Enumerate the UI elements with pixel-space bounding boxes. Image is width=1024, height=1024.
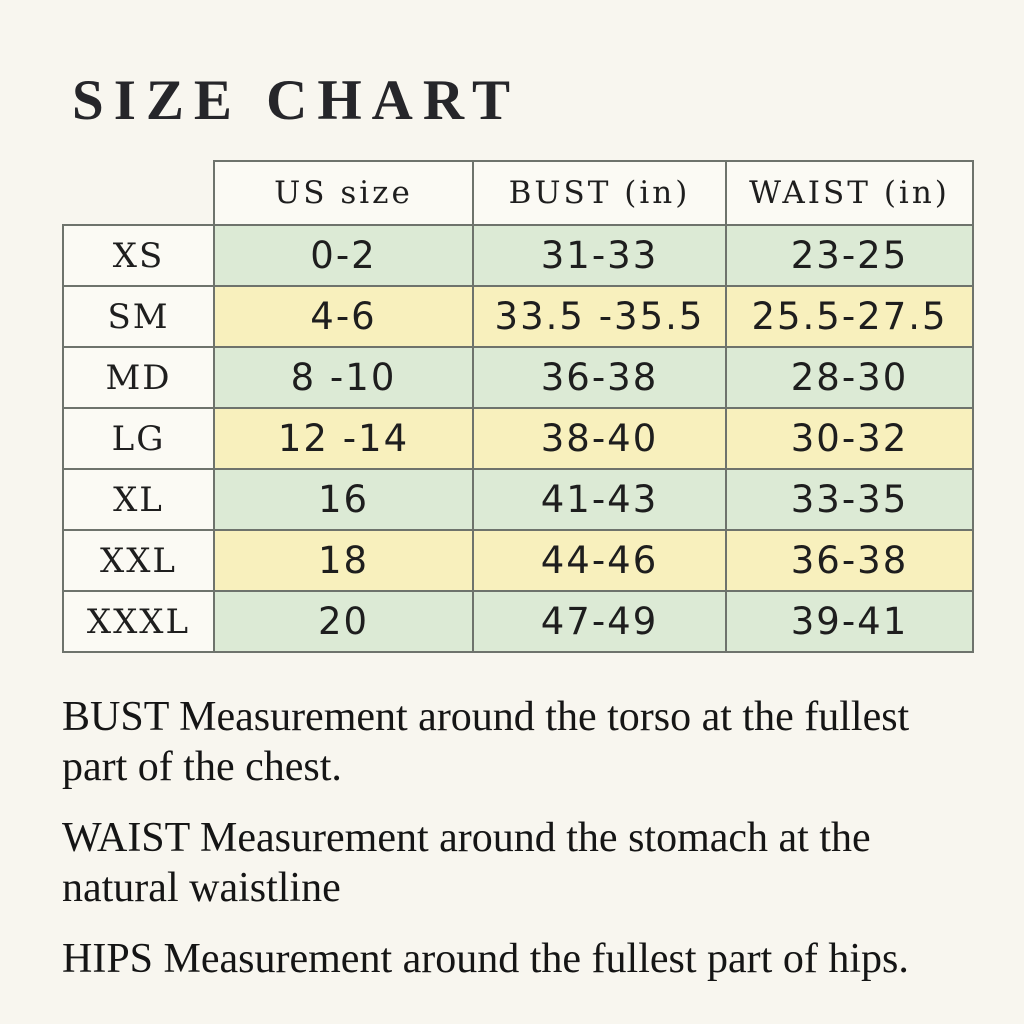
table-row-xxl: XXL 18 44-46 36-38 — [62, 529, 974, 592]
waist-note: WAIST Measurement around the stomach at … — [62, 813, 1002, 913]
bust-note: BUST Measurement around the torso at the… — [62, 692, 1002, 792]
size-table: US size BUST (in) WAIST (in) XS 0-2 31-3… — [62, 160, 974, 653]
bust-cell: 31-33 — [472, 224, 727, 287]
size-table-body: XS 0-2 31-33 23-25 SM 4-6 33.5 -35.5 25.… — [62, 224, 974, 653]
table-row-lg: LG 12 -14 38-40 30-32 — [62, 407, 974, 470]
bust-note-line-1: BUST Measurement around the torso at the… — [62, 694, 910, 740]
col-header-bust: BUST (in) — [472, 160, 727, 226]
bust-cell: 33.5 -35.5 — [472, 285, 727, 348]
size-label: XL — [62, 468, 215, 531]
waist-note-line-1: WAIST Measurement around the stomach at … — [62, 815, 871, 861]
size-label: XXXL — [62, 590, 215, 653]
bust-cell: 44-46 — [472, 529, 727, 592]
table-row-xl: XL 16 41-43 33-35 — [62, 468, 974, 531]
table-row-xs: XS 0-2 31-33 23-25 — [62, 224, 974, 287]
table-row-sm: SM 4-6 33.5 -35.5 25.5-27.5 — [62, 285, 974, 348]
size-label: SM — [62, 285, 215, 348]
size-label: XS — [62, 224, 215, 287]
bust-cell: 47-49 — [472, 590, 727, 653]
table-row-md: MD 8 -10 36-38 28-30 — [62, 346, 974, 409]
waist-cell: 25.5-27.5 — [725, 285, 974, 348]
size-table-header: US size BUST (in) WAIST (in) — [63, 160, 974, 226]
col-header-waist: WAIST (in) — [725, 160, 974, 226]
size-label: XXL — [62, 529, 215, 592]
waist-cell: 33-35 — [725, 468, 974, 531]
waist-note-line-2: natural waistline — [62, 865, 341, 911]
header-row: US size BUST (in) WAIST (in) — [63, 160, 974, 226]
page-title: SIZE CHART — [72, 69, 521, 132]
size-label: MD — [62, 346, 215, 409]
waist-cell: 30-32 — [725, 407, 974, 470]
us-size-cell: 0-2 — [213, 224, 474, 287]
col-header-us-size: US size — [213, 160, 474, 226]
waist-cell: 28-30 — [725, 346, 974, 409]
size-label: LG — [62, 407, 215, 470]
bust-cell: 38-40 — [472, 407, 727, 470]
us-size-cell: 8 -10 — [213, 346, 474, 409]
measurement-notes: BUST Measurement around the torso at the… — [62, 692, 1002, 984]
waist-cell: 23-25 — [725, 224, 974, 287]
hips-note: HIPS Measurement around the fullest part… — [62, 934, 1002, 984]
us-size-cell: 20 — [213, 590, 474, 653]
waist-cell: 36-38 — [725, 529, 974, 592]
us-size-cell: 4-6 — [213, 285, 474, 348]
waist-cell: 39-41 — [725, 590, 974, 653]
bust-note-line-2: part of the chest. — [62, 744, 342, 790]
us-size-cell: 18 — [213, 529, 474, 592]
bust-cell: 41-43 — [472, 468, 727, 531]
us-size-cell: 16 — [213, 468, 474, 531]
us-size-cell: 12 -14 — [213, 407, 474, 470]
bust-cell: 36-38 — [472, 346, 727, 409]
hips-note-line-1: HIPS Measurement around the fullest part… — [62, 936, 909, 982]
corner-cell — [63, 161, 214, 225]
table-row-xxxl: XXXL 20 47-49 39-41 — [62, 590, 974, 653]
